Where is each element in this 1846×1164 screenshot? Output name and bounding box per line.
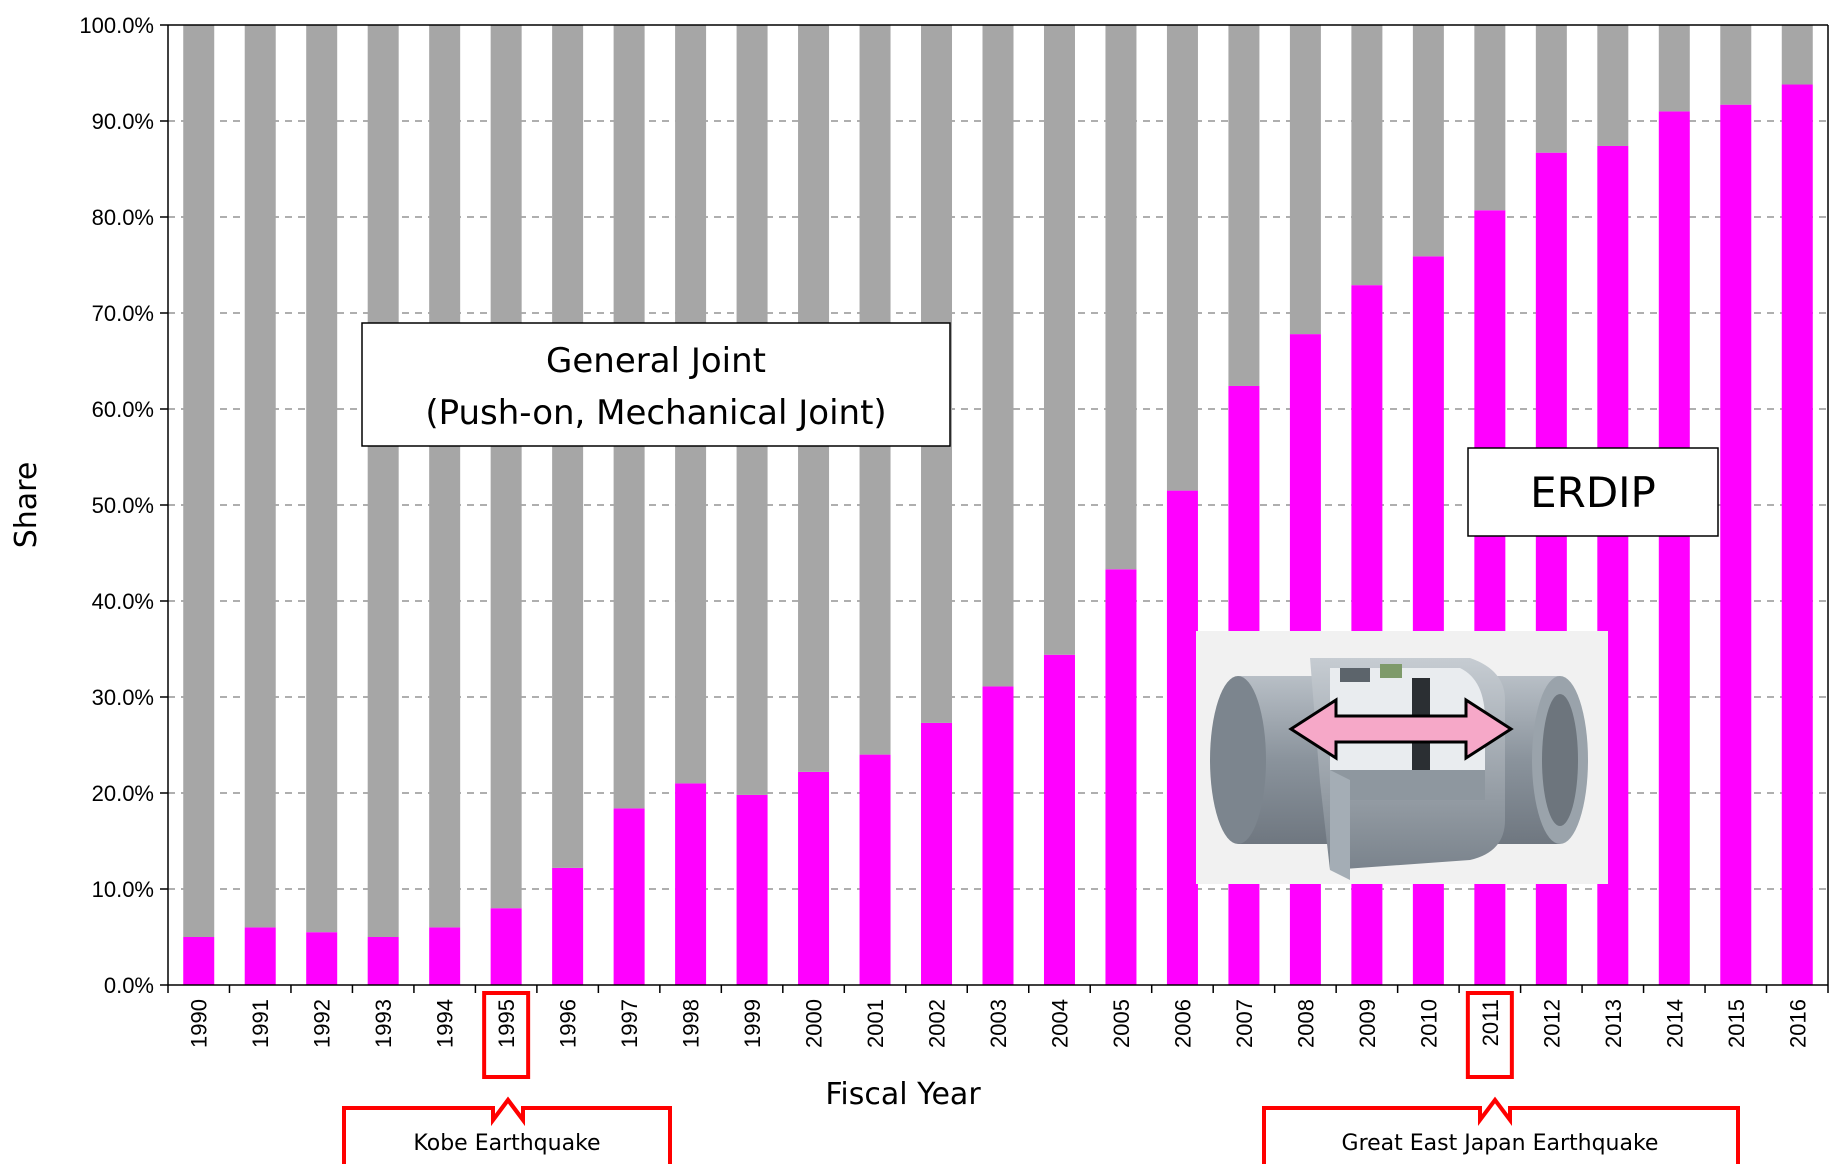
- bar-erdip-1991: [244, 927, 276, 985]
- x-tick-label-2010: 2010: [1416, 999, 1441, 1048]
- y-tick-label: 70.0%: [92, 301, 154, 326]
- bar-general-2003: [982, 25, 1014, 687]
- bar-erdip-2004: [1043, 654, 1075, 985]
- bar-general-2011: [1474, 25, 1506, 211]
- bar-erdip-1995: [490, 908, 522, 985]
- bar-general-2016: [1781, 25, 1813, 85]
- y-tick-labels: 0.0% 10.0% 20.0% 30.0% 40.0% 50.0% 60.0% 70.0% 8…: [79, 13, 168, 998]
- bar-erdip-2005: [1105, 569, 1137, 985]
- bar-general-1995: [490, 25, 522, 909]
- x-tick-label-2003: 2003: [986, 999, 1011, 1048]
- x-tick-label-1993: 1993: [371, 999, 396, 1048]
- y-axis-title: Share: [9, 462, 44, 549]
- y-tick-label: 30.0%: [92, 685, 154, 710]
- x-tick-label-1999: 1999: [740, 999, 765, 1048]
- bar-general-1993: [367, 25, 399, 937]
- x-tick-label-2013: 2013: [1601, 999, 1626, 1048]
- kobe-earthquake-label: Kobe Earthquake: [413, 1131, 600, 1156]
- y-tick-label: 20.0%: [92, 781, 154, 806]
- bar-general-2007: [1228, 25, 1260, 386]
- x-tick-label-2007: 2007: [1232, 999, 1257, 1048]
- bar-erdip-1998: [675, 783, 707, 985]
- bar-erdip-1999: [736, 794, 768, 985]
- year-highlights: [482, 991, 1514, 1079]
- x-tick-labels: 1990 1991 1992 1993 1994 1995 1996 1997 1998 1999…: [167, 985, 1829, 1048]
- bar-erdip-1996: [552, 867, 584, 985]
- bar-general-2013: [1597, 25, 1629, 146]
- bar-erdip-2003: [982, 686, 1014, 985]
- y-tick-label: 80.0%: [92, 205, 154, 230]
- x-tick-label-2006: 2006: [1170, 999, 1195, 1048]
- kobe-earthquake-callout: Kobe Earthquake: [342, 1096, 672, 1164]
- bar-general-2008: [1289, 25, 1321, 335]
- x-tick-label-2009: 2009: [1355, 999, 1380, 1048]
- bar-general-2009: [1351, 25, 1383, 286]
- x-tick-label-2004: 2004: [1047, 999, 1072, 1048]
- y-tick-label: 90.0%: [92, 109, 154, 134]
- x-tick-label-1991: 1991: [248, 999, 273, 1048]
- x-tick-label-2014: 2014: [1662, 999, 1687, 1048]
- bar-general-2012: [1535, 25, 1567, 153]
- x-tick-label-1994: 1994: [433, 999, 458, 1048]
- bar-erdip-1997: [613, 808, 645, 985]
- bar-general-1990: [183, 25, 215, 937]
- x-tick-label-1990: 1990: [187, 999, 212, 1048]
- x-tick-label-2005: 2005: [1109, 999, 1134, 1048]
- bar-erdip-1993: [367, 937, 399, 985]
- bar-erdip-1992: [306, 932, 338, 985]
- y-tick-label: 10.0%: [92, 877, 154, 902]
- bar-general-1992: [306, 25, 338, 933]
- x-tick-label-1992: 1992: [310, 999, 335, 1048]
- highlight-box-2011: [1465, 991, 1514, 1079]
- x-tick-label-1995: 1995: [494, 999, 519, 1048]
- y-tick-label: 60.0%: [92, 397, 154, 422]
- x-tick-label-2012: 2012: [1539, 999, 1564, 1048]
- bar-general-2010: [1412, 25, 1444, 257]
- bar-erdip-2014: [1658, 111, 1690, 985]
- y-tick-label: 50.0%: [92, 493, 154, 518]
- x-tick-label-2000: 2000: [802, 999, 827, 1048]
- general-joint-label: General Joint: [546, 341, 766, 381]
- x-axis-title: Fiscal Year: [825, 1077, 981, 1112]
- erdip-label: ERDIP: [1530, 468, 1656, 517]
- bar-erdip-2015: [1720, 104, 1752, 986]
- bar-erdip-2000: [798, 771, 830, 985]
- erdip-label-box: ERDIP: [1467, 447, 1719, 537]
- x-tick-label-2008: 2008: [1293, 999, 1318, 1048]
- highlight-box-1995: [482, 991, 531, 1079]
- great-east-japan-earthquake-callout: Great East Japan Earthquake: [1262, 1096, 1740, 1164]
- x-tick-label-1998: 1998: [679, 999, 704, 1048]
- x-tick-label-2015: 2015: [1724, 999, 1749, 1048]
- bar-erdip-1994: [429, 927, 461, 985]
- bar-general-2015: [1720, 25, 1752, 105]
- general-joint-label-box: General Joint (Push-on, Mechanical Joint…: [361, 322, 951, 447]
- y-tick-label: 100.0%: [79, 13, 154, 38]
- x-tick-label-2016: 2016: [1785, 999, 1810, 1048]
- bar-general-2005: [1105, 25, 1137, 570]
- x-tick-label-2001: 2001: [863, 999, 888, 1048]
- general-joint-sublabel: (Push-on, Mechanical Joint): [425, 393, 886, 433]
- bar-general-1991: [244, 25, 276, 928]
- bar-erdip-2001: [859, 754, 891, 985]
- x-tick-label-2002: 2002: [925, 999, 950, 1048]
- bar-general-2006: [1166, 25, 1198, 491]
- y-tick-label: 40.0%: [92, 589, 154, 614]
- bar-general-2014: [1658, 25, 1690, 112]
- great-east-japan-earthquake-label: Great East Japan Earthquake: [1342, 1131, 1659, 1156]
- bar-general-1994: [429, 25, 461, 928]
- bar-erdip-2006: [1166, 490, 1198, 985]
- bar-general-2004: [1043, 25, 1075, 655]
- x-tick-label-1997: 1997: [617, 999, 642, 1048]
- y-tick-label: 0.0%: [104, 973, 154, 998]
- x-tick-label-1996: 1996: [556, 999, 581, 1048]
- bar-erdip-2016: [1781, 84, 1813, 985]
- x-tick-label-2011: 2011: [1478, 999, 1503, 1046]
- erdip-joint-illustration: [1196, 631, 1608, 884]
- bar-erdip-2002: [921, 722, 953, 985]
- bar-erdip-1990: [183, 937, 215, 985]
